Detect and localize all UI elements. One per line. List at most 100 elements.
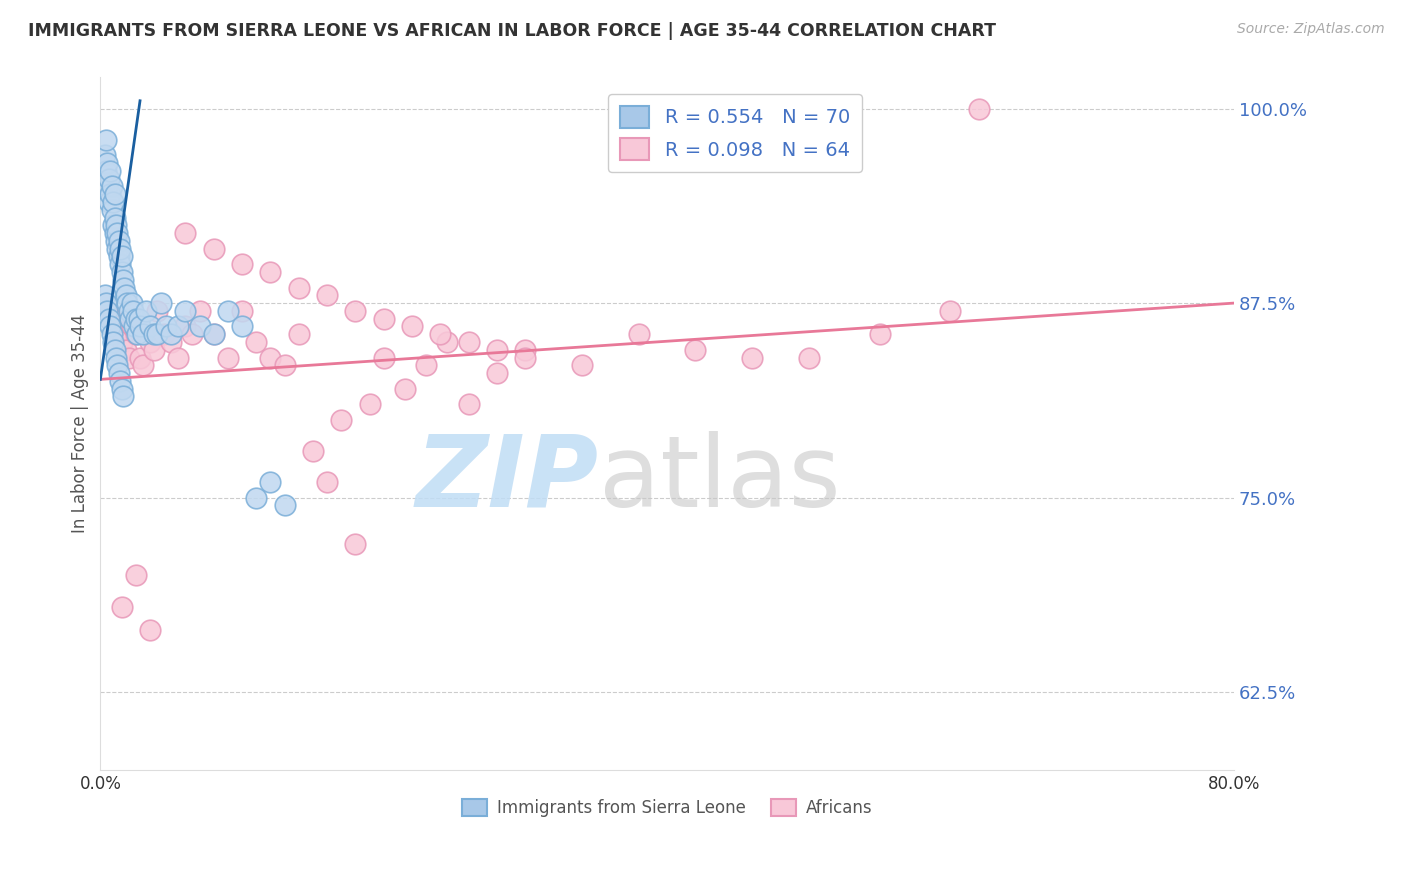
- Point: [101, 219, 124, 233]
- Point: [457, 334, 479, 349]
- Point: [415, 359, 437, 373]
- Point: [108, 374, 131, 388]
- Point: [110, 249, 132, 263]
- Point: [125, 568, 148, 582]
- Point: [160, 334, 183, 349]
- Point: [94, 164, 117, 178]
- Point: [457, 397, 479, 411]
- Point: [103, 211, 125, 225]
- Point: [217, 304, 239, 318]
- Point: [100, 179, 122, 194]
- Point: [121, 319, 143, 334]
- Point: [139, 334, 162, 349]
- Point: [115, 343, 138, 357]
- Point: [105, 359, 128, 373]
- Point: [167, 319, 190, 334]
- Point: [101, 334, 124, 349]
- Point: [96, 304, 118, 318]
- Point: [108, 257, 131, 271]
- Point: [273, 499, 295, 513]
- Point: [486, 343, 509, 357]
- Point: [97, 194, 120, 209]
- Point: [181, 327, 204, 342]
- Point: [100, 327, 122, 342]
- Point: [103, 226, 125, 240]
- Point: [103, 327, 125, 342]
- Point: [129, 319, 152, 334]
- Point: [98, 187, 121, 202]
- Point: [316, 475, 339, 489]
- Point: [287, 327, 309, 342]
- Point: [97, 171, 120, 186]
- Legend: Immigrants from Sierra Leone, Africans: Immigrants from Sierra Leone, Africans: [456, 792, 879, 824]
- Point: [107, 234, 129, 248]
- Point: [359, 397, 381, 411]
- Text: IMMIGRANTS FROM SIERRA LEONE VS AFRICAN IN LABOR FORCE | AGE 35-44 CORRELATION C: IMMIGRANTS FROM SIERRA LEONE VS AFRICAN …: [28, 22, 995, 40]
- Point: [108, 242, 131, 256]
- Point: [103, 187, 125, 202]
- Point: [136, 327, 159, 342]
- Point: [94, 133, 117, 147]
- Point: [96, 156, 118, 170]
- Point: [110, 334, 132, 349]
- Point: [105, 242, 128, 256]
- Point: [132, 359, 155, 373]
- Point: [259, 475, 281, 489]
- Point: [139, 319, 162, 334]
- Point: [129, 351, 152, 365]
- Point: [143, 343, 166, 357]
- Point: [202, 327, 225, 342]
- Point: [100, 311, 122, 326]
- Point: [93, 288, 115, 302]
- Point: [330, 413, 353, 427]
- Point: [105, 226, 128, 240]
- Point: [127, 327, 149, 342]
- Point: [111, 389, 134, 403]
- Point: [259, 351, 281, 365]
- Point: [100, 202, 122, 217]
- Point: [939, 304, 962, 318]
- Point: [143, 327, 166, 342]
- Point: [96, 179, 118, 194]
- Point: [132, 327, 155, 342]
- Point: [98, 319, 121, 334]
- Point: [111, 273, 134, 287]
- Point: [515, 351, 537, 365]
- Text: atlas: atlas: [599, 431, 841, 528]
- Point: [135, 304, 157, 318]
- Point: [401, 319, 423, 334]
- Point: [139, 623, 162, 637]
- Point: [436, 334, 458, 349]
- Point: [155, 319, 177, 334]
- Point: [571, 359, 593, 373]
- Point: [104, 234, 127, 248]
- Point: [153, 327, 176, 342]
- Y-axis label: In Labor Force | Age 35-44: In Labor Force | Age 35-44: [72, 314, 89, 533]
- Point: [685, 343, 707, 357]
- Point: [231, 319, 253, 334]
- Point: [741, 351, 763, 365]
- Point: [167, 351, 190, 365]
- Point: [121, 296, 143, 310]
- Point: [122, 304, 145, 318]
- Point: [118, 304, 141, 318]
- Point: [174, 226, 197, 240]
- Point: [96, 304, 118, 318]
- Point: [124, 319, 146, 334]
- Point: [98, 164, 121, 178]
- Point: [967, 102, 990, 116]
- Point: [202, 242, 225, 256]
- Point: [110, 382, 132, 396]
- Point: [245, 491, 267, 505]
- Point: [97, 311, 120, 326]
- Point: [94, 296, 117, 310]
- Point: [120, 311, 142, 326]
- Point: [316, 288, 339, 302]
- Point: [107, 249, 129, 263]
- Point: [128, 311, 150, 326]
- Point: [344, 304, 367, 318]
- Point: [188, 304, 211, 318]
- Point: [231, 304, 253, 318]
- Point: [344, 537, 367, 551]
- Text: ZIP: ZIP: [416, 431, 599, 528]
